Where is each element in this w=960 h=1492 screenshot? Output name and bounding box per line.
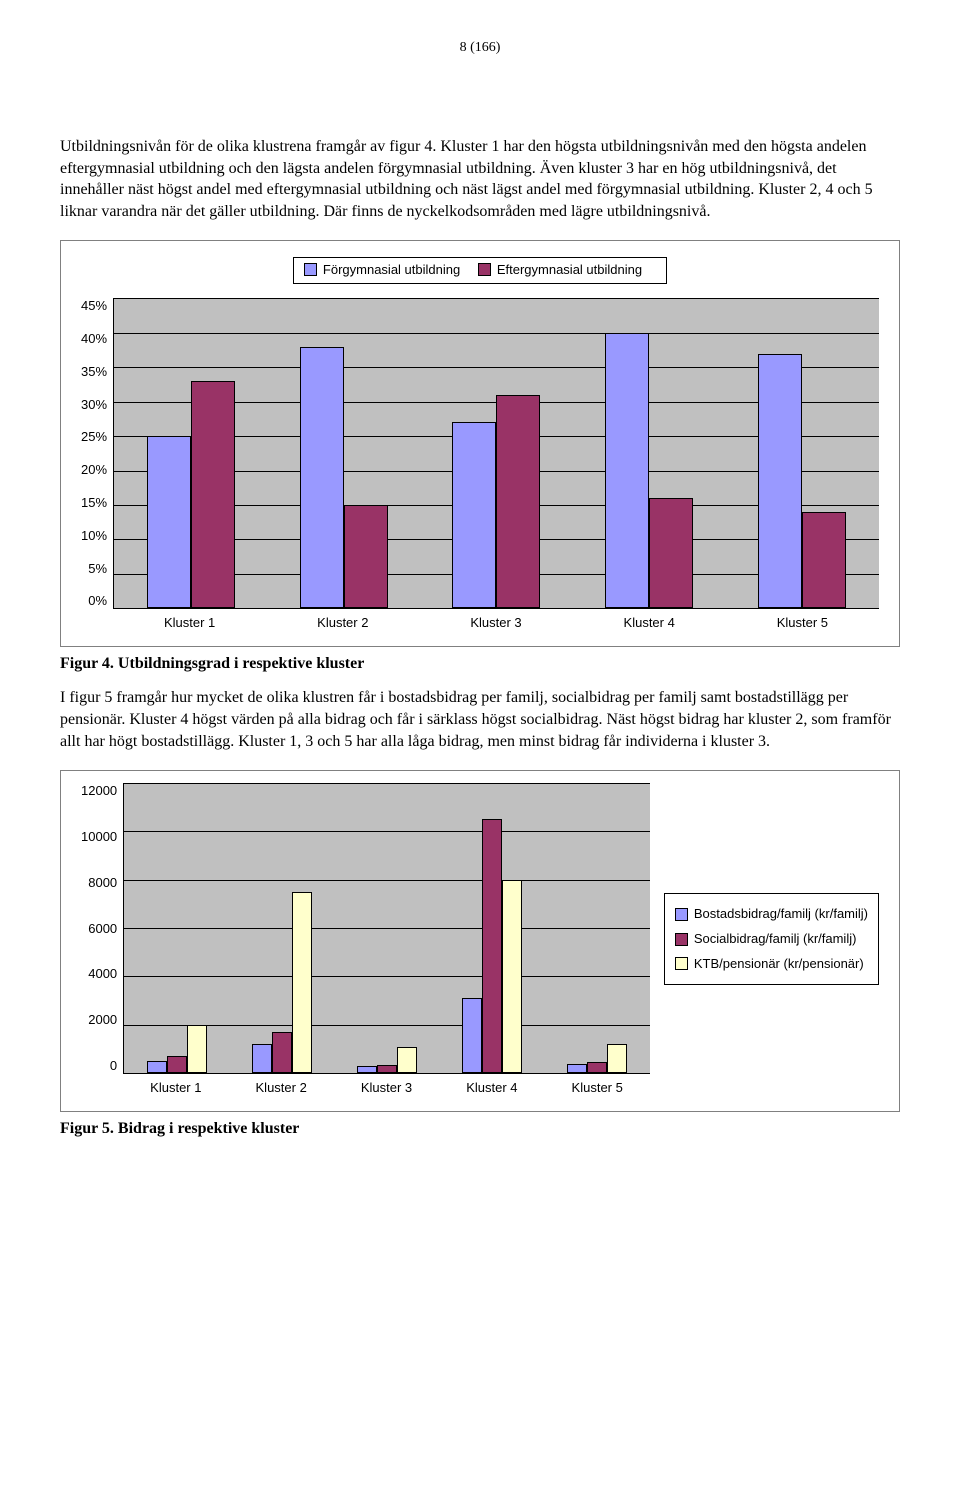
bar (802, 512, 846, 608)
figure-4-caption: Figur 4. Utbildningsgrad i respektive kl… (60, 655, 900, 673)
y-tick-label: 0 (110, 1058, 117, 1073)
bar (758, 354, 802, 609)
legend-swatch (675, 933, 688, 946)
bar-group (758, 298, 846, 608)
x-tick-label: Kluster 4 (624, 615, 675, 630)
y-tick-label: 35% (81, 364, 107, 379)
bar (252, 1044, 272, 1073)
legend-label: KTB/pensionär (kr/pensionär) (694, 954, 864, 975)
paragraph-2: I figur 5 framgår hur mycket de olika kl… (60, 687, 900, 752)
figure-5-caption: Figur 5. Bidrag i respektive kluster (60, 1120, 900, 1138)
y-tick-label: 30% (81, 397, 107, 412)
legend-item-eftergym: Eftergymnasial utbildning (478, 262, 642, 277)
bar-group (147, 783, 207, 1073)
x-tick-label: Kluster 1 (150, 1080, 201, 1095)
chart1-y-axis: 45% 40% 35% 30% 25% 20% 15% 10% 5% 0% (81, 298, 113, 608)
legend-swatch (304, 263, 317, 276)
y-tick-label: 10% (81, 528, 107, 543)
x-tick-label: Kluster 2 (317, 615, 368, 630)
x-tick-label: Kluster 5 (777, 615, 828, 630)
bar-group (300, 298, 388, 608)
legend-label: Förgymnasial utbildning (323, 262, 460, 277)
bar-group (462, 783, 522, 1073)
legend-item-ktb: KTB/pensionär (kr/pensionär) (675, 954, 868, 975)
chart-2: 120001000080006000400020000 Kluster 1Klu… (60, 770, 900, 1112)
bar (397, 1047, 417, 1074)
bar (292, 892, 312, 1073)
bar (167, 1056, 187, 1073)
bar-group (252, 783, 312, 1073)
bar (272, 1032, 292, 1073)
bar (649, 498, 693, 608)
bar (462, 998, 482, 1073)
y-tick-label: 8000 (88, 875, 117, 890)
y-tick-label: 4000 (88, 966, 117, 981)
x-tick-label: Kluster 1 (164, 615, 215, 630)
y-tick-label: 0% (88, 593, 107, 608)
x-tick-label: Kluster 3 (361, 1080, 412, 1095)
bar (191, 381, 235, 608)
chart2-y-axis: 12000 10000 8000 6000 4000 2000 0 (81, 783, 123, 1073)
x-tick-label: Kluster 5 (572, 1080, 623, 1095)
legend-swatch (675, 908, 688, 921)
x-tick-label: Kluster 4 (466, 1080, 517, 1095)
legend-label: Bostadsbidrag/familj (kr/familj) (694, 904, 868, 925)
chart2-x-axis: Kluster 1 Kluster 2 Kluster 3 Kluster 4 Klus… (123, 1080, 650, 1095)
bar (377, 1065, 397, 1073)
y-tick-label: 5% (88, 561, 107, 576)
bar (147, 436, 191, 608)
bar-group (147, 298, 235, 608)
bar-group (452, 298, 540, 608)
bar (496, 395, 540, 609)
bar (605, 333, 649, 609)
legend-swatch (675, 957, 688, 970)
chart1-plot-area (113, 298, 879, 609)
y-tick-label: 2000 (88, 1012, 117, 1027)
chart-1: Förgymnasial utbildning Eftergymnasial u… (60, 240, 900, 647)
paragraph-1: Utbildningsnivån för de olika klustrena … (60, 136, 900, 222)
x-tick-label: Kluster 2 (256, 1080, 307, 1095)
legend-label: Socialbidrag/familj (kr/familj) (694, 929, 857, 950)
y-tick-label: 15% (81, 495, 107, 510)
bar (300, 347, 344, 609)
bar (567, 1064, 587, 1074)
bar-group (357, 783, 417, 1073)
y-tick-label: 12000 (81, 783, 117, 798)
legend-swatch (478, 263, 491, 276)
chart2-legend: Bostadsbidrag/familj (kr/familj) Socialb… (664, 893, 879, 985)
chart1-x-axis: Kluster 1 Kluster 2 Kluster 3 Kluster 4 Klus… (113, 615, 879, 630)
legend-label: Eftergymnasial utbildning (497, 262, 642, 277)
bar (452, 422, 496, 608)
bar-group (605, 298, 693, 608)
chart2-plot-area (123, 783, 650, 1074)
bar (482, 819, 502, 1073)
legend-item-forgym: Förgymnasial utbildning (304, 262, 460, 277)
bar (147, 1061, 167, 1073)
bar (587, 1062, 607, 1073)
page-number: 8 (166) (60, 40, 900, 56)
bar (357, 1066, 377, 1073)
y-tick-label: 40% (81, 331, 107, 346)
y-tick-label: 10000 (81, 829, 117, 844)
bar (607, 1044, 627, 1073)
legend-item-bostad: Bostadsbidrag/familj (kr/familj) (675, 904, 868, 925)
bar-group (567, 783, 627, 1073)
legend-item-social: Socialbidrag/familj (kr/familj) (675, 929, 868, 950)
y-tick-label: 25% (81, 429, 107, 444)
bar (344, 505, 388, 608)
chart1-legend: Förgymnasial utbildning Eftergymnasial u… (293, 257, 667, 284)
y-tick-label: 6000 (88, 921, 117, 936)
bar (187, 1025, 207, 1073)
x-tick-label: Kluster 3 (470, 615, 521, 630)
y-tick-label: 20% (81, 462, 107, 477)
bar (502, 880, 522, 1073)
y-tick-label: 45% (81, 298, 107, 313)
